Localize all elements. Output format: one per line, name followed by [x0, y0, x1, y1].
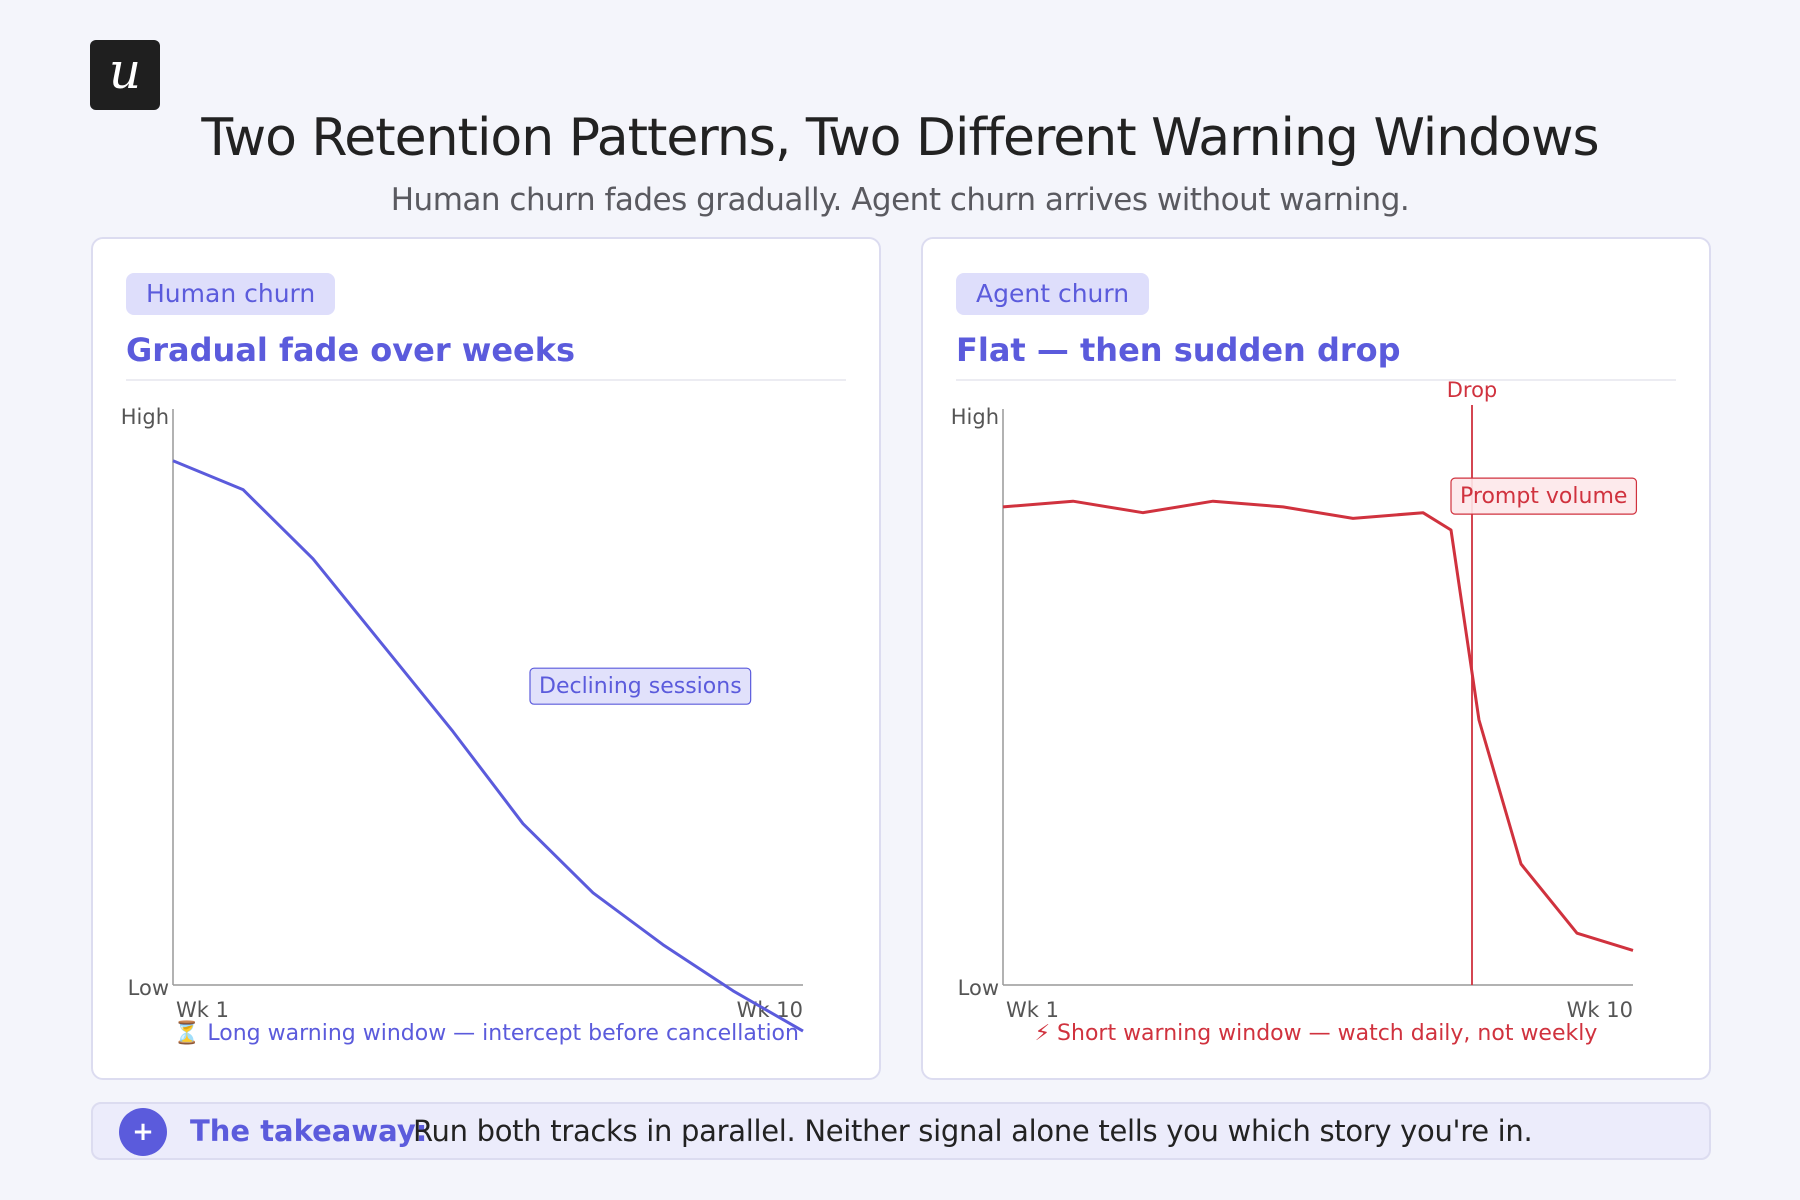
agent-churn-title: Flat — then sudden drop	[956, 331, 1401, 369]
y-tick-label-high: High	[951, 405, 999, 429]
panel-divider	[126, 379, 846, 381]
page-title: Two Retention Patterns, Two Different Wa…	[201, 108, 1599, 168]
series-line	[172, 459, 804, 1033]
page-subtitle: Human churn fades gradually. Agent churn…	[390, 182, 1410, 218]
y-tick-label-low: Low	[128, 976, 169, 1000]
logo-glyph: u	[108, 42, 142, 100]
y-tick-label-high: High	[121, 405, 169, 429]
agent-churn-footnote: ⚡ Short warning window — watch daily, no…	[1034, 1021, 1598, 1046]
series-annotation-label: Prompt volume	[1460, 484, 1627, 509]
human-churn-panel: Human churn Gradual fade over weeks High…	[91, 237, 881, 1080]
human-churn-footnote: ⏳ Long warning window — intercept before…	[173, 1021, 799, 1046]
panel-divider	[956, 379, 1676, 381]
takeaway-text: Run both tracks in parallel. Neither sig…	[413, 1114, 1533, 1148]
human-churn-tag: Human churn	[126, 273, 336, 315]
series-annotation-label: Declining sessions	[539, 674, 742, 699]
takeaway-label: The takeaway:	[190, 1114, 428, 1148]
agent-churn-chart: High Low Wk 1 Wk 10 Drop Prompt volume	[951, 378, 1638, 1022]
series-line	[1002, 499, 1634, 952]
drop-reference-label: Drop	[1447, 378, 1498, 402]
x-tick-label-start: Wk 1	[1006, 998, 1059, 1022]
x-tick-label-end: Wk 10	[737, 998, 803, 1022]
x-tick-label-end: Wk 10	[1567, 998, 1633, 1022]
logo: u	[90, 40, 160, 110]
series-annotation-box	[529, 667, 752, 705]
takeaway-banner: + The takeaway: Run both tracks in paral…	[91, 1102, 1711, 1160]
x-tick-label-start: Wk 1	[176, 998, 229, 1022]
agent-churn-tag: Agent churn	[956, 273, 1150, 315]
agent-churn-panel: Agent churn Flat — then sudden drop High…	[921, 237, 1711, 1080]
human-churn-chart: High Low Wk 1 Wk 10 Declining sessions	[121, 405, 804, 1033]
plus-icon: +	[119, 1108, 167, 1156]
human-churn-title: Gradual fade over weeks	[126, 331, 576, 369]
y-tick-label-low: Low	[958, 976, 999, 1000]
series-annotation-box	[1450, 477, 1638, 515]
